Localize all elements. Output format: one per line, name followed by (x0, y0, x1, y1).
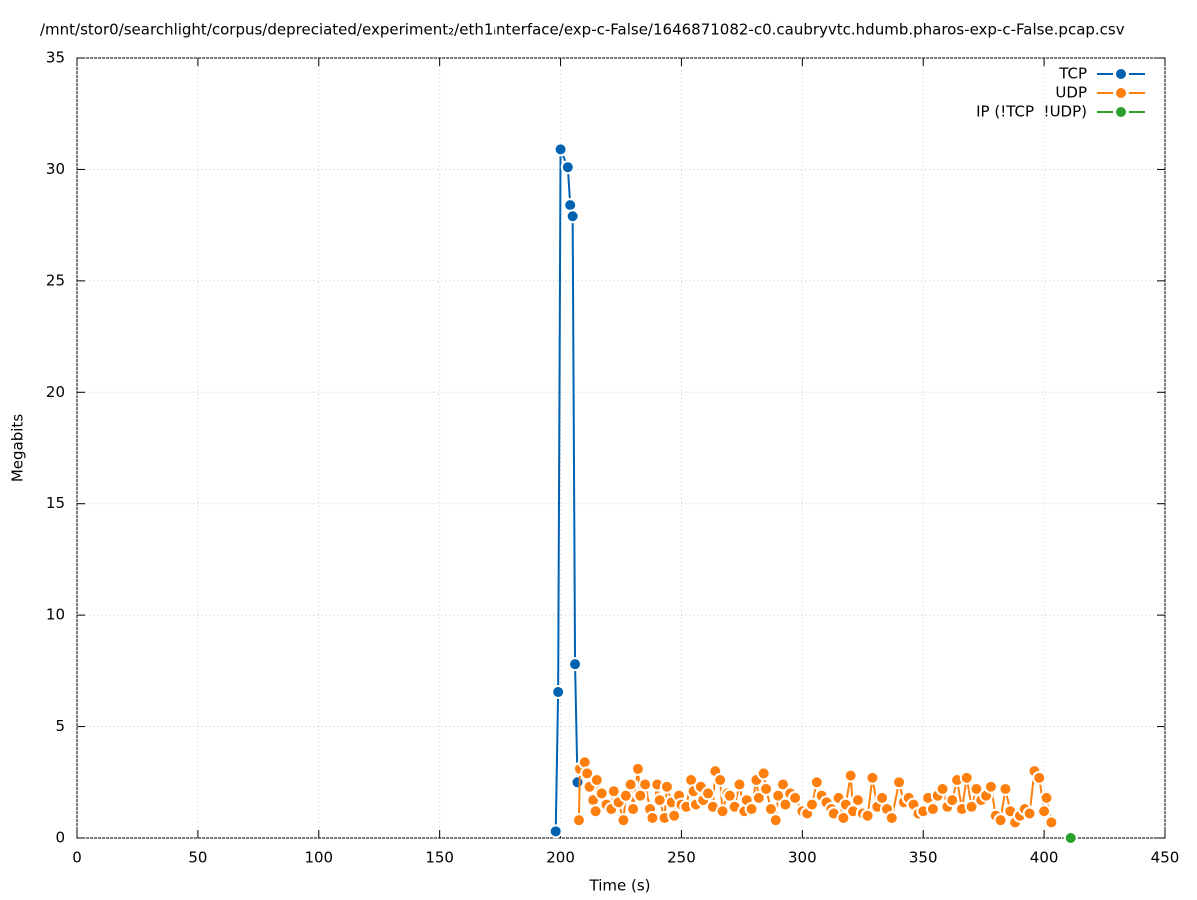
data-point (1032, 770, 1047, 785)
data-point (778, 797, 793, 812)
data-point (775, 777, 790, 792)
data-point (925, 802, 940, 817)
data-point (652, 793, 667, 808)
data-point (580, 766, 595, 781)
data-point (788, 790, 803, 805)
data-point (722, 788, 737, 803)
data-point (588, 804, 603, 819)
y-tick-label: 10 (46, 606, 65, 624)
data-point (732, 777, 747, 792)
data-point (865, 770, 880, 785)
data-point (659, 779, 674, 794)
x-tick-label: 300 (788, 849, 817, 867)
data-point (577, 755, 592, 770)
data-point (626, 802, 641, 817)
data-point (606, 784, 621, 799)
data-point (715, 804, 730, 819)
data-point (969, 781, 984, 796)
data-point (616, 813, 631, 828)
data-point (836, 810, 851, 825)
x-tick-label: 0 (72, 849, 82, 867)
x-tick-label: 100 (304, 849, 333, 867)
y-tick-label: 5 (55, 717, 65, 735)
y-tick-label: 20 (46, 383, 65, 401)
data-point (850, 793, 865, 808)
data-point (1039, 790, 1054, 805)
data-point (560, 160, 575, 175)
data-point (633, 788, 648, 803)
x-tick-label: 350 (909, 849, 938, 867)
x-axis-label: Time (s) (589, 877, 651, 895)
legend-swatch (1114, 86, 1128, 100)
data-point (751, 790, 766, 805)
legend-swatch (1114, 105, 1128, 119)
data-point (756, 766, 771, 781)
plot-frame (76, 57, 1166, 839)
data-point (993, 813, 1008, 828)
x-tick-label: 450 (1151, 849, 1180, 867)
data-point (548, 824, 563, 839)
legend-label: TCP (1058, 65, 1087, 83)
data-point (763, 802, 778, 817)
data-point (565, 209, 580, 224)
legend-label: IP (!TCP !UDP) (976, 103, 1087, 121)
data-point (551, 685, 566, 700)
x-tick-label: 150 (425, 849, 454, 867)
data-point (768, 813, 783, 828)
data-point (638, 777, 653, 792)
data-point (744, 802, 759, 817)
data-point (945, 793, 960, 808)
data-point (623, 777, 638, 792)
legend-swatch (1114, 67, 1128, 81)
data-point (553, 142, 568, 157)
data-point (630, 761, 645, 776)
data-point (983, 779, 998, 794)
y-tick-label: 15 (46, 494, 65, 512)
data-point (759, 781, 774, 796)
data-point (570, 775, 585, 790)
data-point (589, 773, 604, 788)
data-point (998, 781, 1013, 796)
data-point (568, 657, 583, 672)
data-point (860, 808, 875, 823)
data-point (1037, 804, 1052, 819)
data-point (935, 781, 950, 796)
y-tick-label: 35 (46, 49, 65, 67)
data-point (571, 813, 586, 828)
data-point (884, 810, 899, 825)
chart-title: /mnt/stor0/searchlight/corpus/depreciate… (40, 21, 1125, 39)
data-point (892, 775, 907, 790)
y-axis-label: Megabits (9, 414, 27, 482)
data-point (563, 198, 578, 213)
data-point (618, 788, 633, 803)
data-point (667, 808, 682, 823)
legend-label: UDP (1055, 84, 1087, 102)
y-tick-label: 0 (55, 829, 65, 847)
data-point (809, 775, 824, 790)
data-point (964, 799, 979, 814)
x-tick-label: 400 (1030, 849, 1059, 867)
data-point (1022, 806, 1037, 821)
data-point (1063, 831, 1078, 845)
y-tick-label: 30 (46, 160, 65, 178)
data-point (959, 770, 974, 785)
data-point (713, 773, 728, 788)
data-point (843, 768, 858, 783)
x-tick-label: 200 (546, 849, 575, 867)
data-point (1044, 815, 1059, 830)
y-tick-label: 25 (46, 271, 65, 289)
series-line (554, 148, 579, 832)
x-tick-label: 50 (188, 849, 207, 867)
data-point (701, 786, 716, 801)
data-point (805, 797, 820, 812)
data-point (645, 810, 660, 825)
data-point (875, 790, 890, 805)
x-tick-label: 250 (667, 849, 696, 867)
